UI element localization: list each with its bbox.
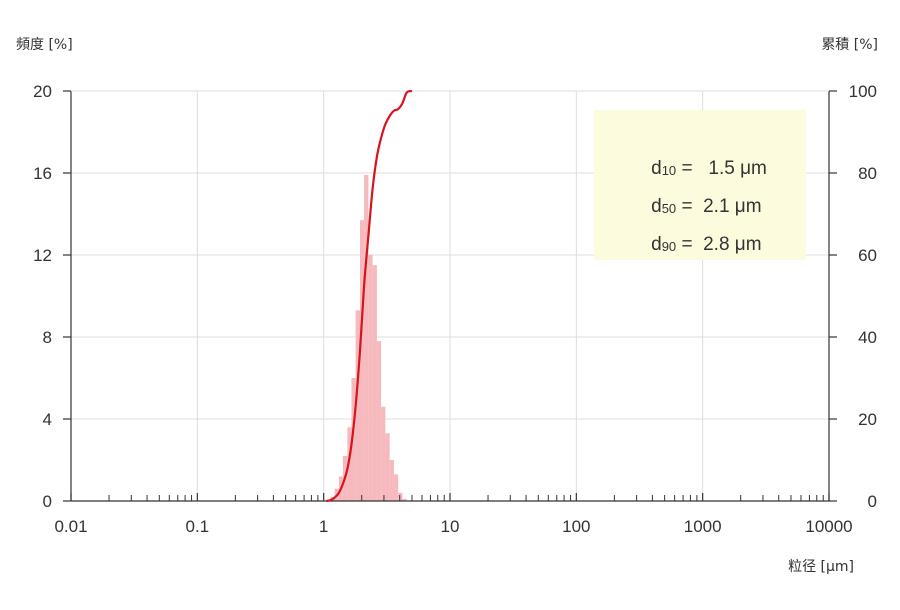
histogram-bar	[376, 341, 382, 501]
particle-size-stats-box: d10 = 1.5 μm d50 = 2.1 μm d90 = 2.8 μm	[594, 110, 806, 260]
cumulative-curve	[326, 89, 413, 503]
histogram-bar	[393, 474, 399, 501]
x-tick-label: 0.01	[54, 517, 87, 536]
histogram-bar	[385, 433, 390, 501]
y-right-tick-label: 40	[858, 328, 877, 347]
y-left-tick-label: 12	[33, 246, 52, 265]
y-left-tick-label: 8	[43, 328, 52, 347]
histogram-bar	[398, 492, 403, 501]
stat-d10: d10 = 1.5 μm	[651, 158, 767, 179]
histogram-bar	[381, 406, 386, 501]
y-right-tick-label: 20	[858, 410, 877, 429]
histogram-bar	[402, 498, 407, 501]
y-left-tick-label: 4	[43, 410, 52, 429]
y-right-tick-label: 80	[858, 164, 877, 183]
histogram-bar	[372, 265, 377, 501]
cumulative-curve-group	[326, 89, 413, 503]
histogram-bar	[368, 255, 373, 501]
x-tick-label: 10	[441, 517, 460, 536]
y-left-tick-label: 20	[33, 82, 52, 101]
x-tick-label: 100	[562, 517, 590, 536]
y-right-tick-label: 60	[858, 246, 877, 265]
x-tick-label: 1	[319, 517, 328, 536]
histogram-bar	[364, 175, 369, 502]
stat-d50: d50 = 2.1 μm	[651, 196, 762, 217]
y-axis-left-title: 頻度 [%]	[16, 37, 73, 53]
stat-d90: d90 = 2.8 μm	[651, 234, 762, 255]
x-minor-ticks	[70, 493, 830, 501]
y-right-tick-label: 0	[868, 492, 877, 511]
y-left-tick-label: 0	[43, 492, 52, 511]
histogram-bar	[389, 460, 394, 501]
y-left-tick-label: 16	[33, 164, 52, 183]
x-tick-label: 0.1	[186, 517, 210, 536]
x-tick-label: 1000	[684, 517, 722, 536]
y-right-tick-label: 100	[849, 82, 877, 101]
tick-labels: 0.01 0.1 1 10 100 1000 10000 0 4 8 12 16 20 0 20 40 60 80…	[33, 82, 877, 536]
x-axis-title: 粒径 [μm]	[788, 559, 854, 575]
y-axis-right-title: 累積 [%]	[821, 37, 878, 53]
histogram-bar	[351, 378, 356, 501]
histogram-bar	[360, 220, 365, 501]
x-tick-label: 10000	[805, 517, 852, 536]
histogram-bar	[355, 310, 361, 501]
